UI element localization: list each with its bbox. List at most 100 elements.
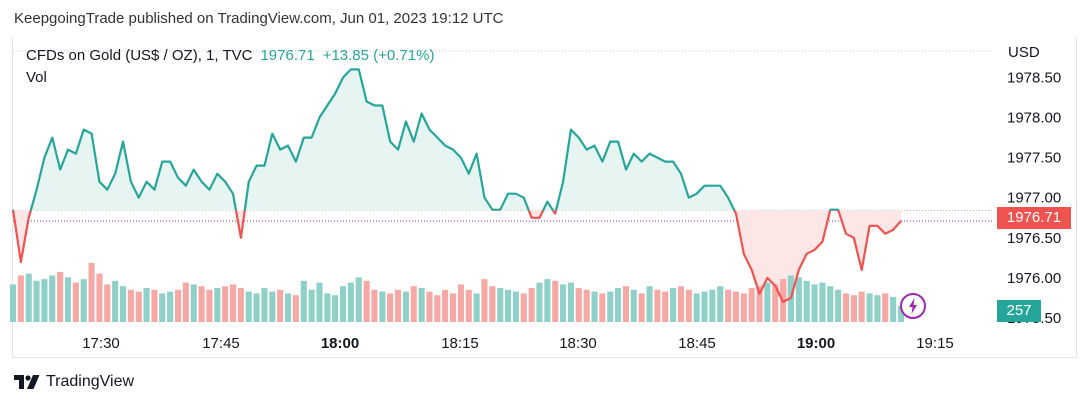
x-tick-label: 17:45 — [202, 335, 240, 352]
volume-bar — [591, 291, 598, 322]
volume-bar — [167, 291, 174, 322]
volume-bar — [316, 282, 323, 322]
volume-bar — [630, 289, 637, 322]
volume-bar — [387, 293, 394, 322]
x-tick-label: 18:30 — [559, 335, 597, 352]
currency-label: USD — [1008, 44, 1040, 61]
volume-bar — [725, 289, 732, 322]
y-tick-label: 1976.50 — [1007, 230, 1061, 247]
volume-bar — [607, 291, 614, 322]
volume-bar — [819, 282, 826, 322]
volume-bar — [222, 286, 229, 322]
volume-bar — [198, 286, 205, 322]
volume-bar — [25, 273, 32, 322]
volume-bar — [457, 284, 464, 322]
volume-bar — [112, 280, 119, 322]
volume-bar — [17, 275, 24, 322]
volume-bar — [33, 280, 40, 322]
volume-bar — [811, 284, 818, 322]
volume-bar — [536, 282, 543, 322]
volume-bar — [135, 291, 142, 322]
volume-bar — [379, 291, 386, 322]
volume-bar — [701, 291, 708, 322]
volume-bar — [552, 280, 559, 322]
volume-bar — [72, 282, 79, 322]
volume-bar — [64, 277, 71, 322]
volume-bar — [277, 289, 284, 322]
volume-bar — [285, 293, 292, 322]
volume-bar — [261, 288, 268, 322]
axes: 1978.50 1978.00 1977.50 1977.00 1976.50 1976.… — [82, 69, 1061, 352]
volume-bar — [497, 288, 504, 322]
volume-bar — [512, 291, 519, 322]
volume-bar — [434, 295, 441, 322]
y-tick-label: 1977.50 — [1007, 150, 1061, 167]
chart-legend: CFDs on Gold (US$ / OZ), 1, TVC 1976.71 +1… — [26, 47, 434, 64]
volume-bar — [544, 279, 551, 322]
volume-bar — [622, 286, 629, 322]
x-tick-label: 18:15 — [441, 335, 479, 352]
volume-bar — [340, 286, 347, 322]
volume-bar — [237, 288, 244, 322]
volume-bar — [143, 288, 150, 322]
volume-bar — [465, 289, 472, 322]
chart-frame — [12, 38, 1077, 358]
volume-bar — [442, 289, 449, 322]
volume-bar — [560, 284, 567, 322]
volume-bar — [88, 262, 95, 322]
volume-bar — [96, 273, 103, 322]
volume-bar — [371, 289, 378, 322]
volume-bar — [57, 271, 64, 322]
volume-bar — [426, 291, 433, 322]
volume-bar — [874, 295, 881, 322]
volume-bar — [599, 293, 606, 322]
last-price-tag: 1976.71 — [997, 207, 1071, 229]
y-tick-label: 1978.00 — [1007, 110, 1061, 127]
volume-bar — [638, 293, 645, 322]
volume-bar — [489, 286, 496, 322]
x-tick-label: 17:30 — [82, 335, 120, 352]
volume-bar — [756, 286, 763, 322]
volume-bar — [481, 279, 488, 322]
volume-bar — [80, 279, 87, 322]
chart-grid — [13, 50, 992, 222]
volume-bar — [567, 282, 574, 322]
y-tick-label: 1976.00 — [1007, 270, 1061, 287]
footer-brand[interactable]: TradingView — [14, 373, 134, 391]
volume-bar — [717, 286, 724, 322]
volume-bar — [575, 288, 582, 322]
volume-bar — [693, 293, 700, 322]
volume-bar — [764, 282, 771, 322]
volume-bar — [332, 295, 339, 322]
volume-bar — [253, 293, 260, 322]
volume-bar — [182, 282, 189, 322]
volume-bar — [835, 289, 842, 322]
y-tick-label: 1978.50 — [1007, 69, 1061, 86]
volume-bar — [827, 286, 834, 322]
volume-bar — [646, 286, 653, 322]
price-area — [13, 69, 901, 302]
volume-bar — [473, 293, 480, 322]
volume-bar — [206, 289, 213, 322]
volume-bar — [245, 291, 252, 322]
volume-bar — [772, 284, 779, 322]
volume-bar — [269, 291, 276, 322]
volume-bar — [662, 291, 669, 322]
volume-bar — [709, 289, 716, 322]
volume-bar — [230, 284, 237, 322]
volume-bar — [355, 277, 362, 322]
area-fill-above — [13, 69, 901, 211]
x-tick-label: 19:00 — [797, 335, 835, 352]
volume-bar — [151, 289, 158, 322]
volume-bar — [300, 280, 307, 322]
volume-bar — [324, 293, 331, 322]
lightning-icon[interactable] — [900, 293, 926, 319]
volume-bar — [520, 293, 527, 322]
footer-brand-name: TradingView — [46, 373, 135, 390]
volume-bar — [292, 295, 299, 322]
volume-bar — [740, 293, 747, 322]
volume-bar — [505, 289, 512, 322]
legend-volume-label: Vol — [26, 69, 47, 86]
volume-bar — [685, 289, 692, 322]
